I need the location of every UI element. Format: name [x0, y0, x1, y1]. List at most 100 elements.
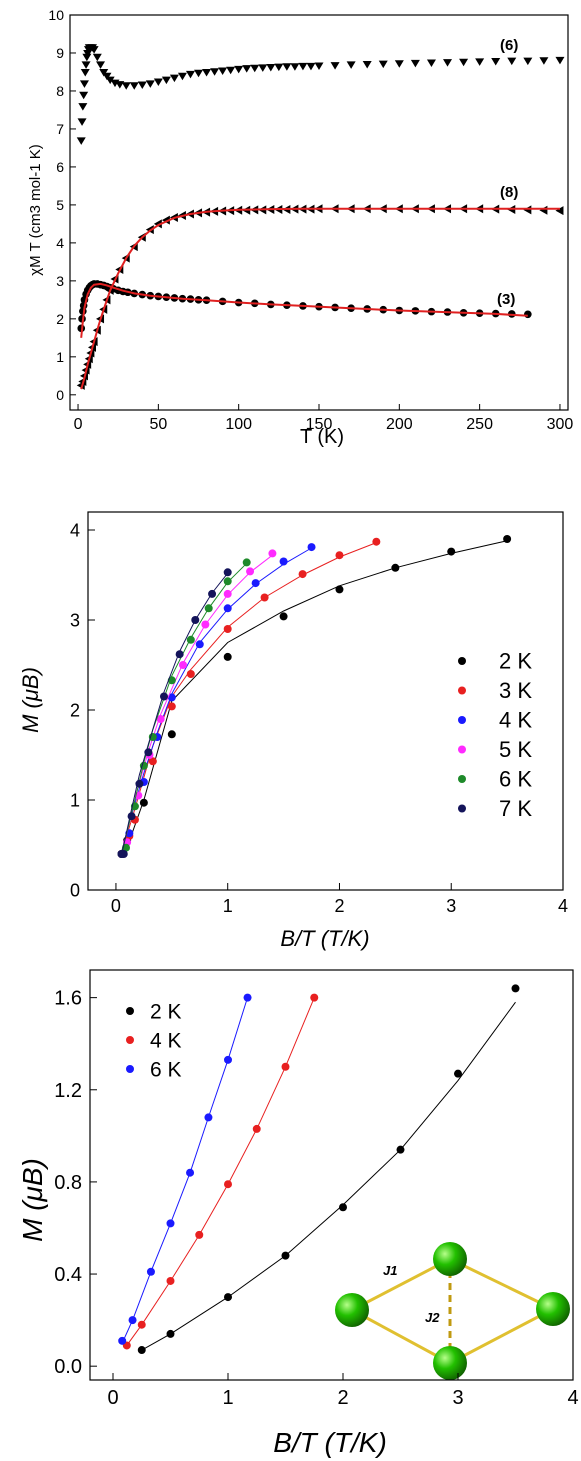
data-point	[279, 557, 288, 566]
data-point	[127, 812, 136, 821]
data-point	[243, 993, 252, 1002]
data-point	[282, 63, 292, 71]
data-point	[96, 61, 106, 69]
data-point	[523, 205, 532, 215]
chart2-xtick-label: 1	[223, 896, 233, 916]
fit-line	[121, 547, 312, 853]
fit-line	[141, 1001, 516, 1351]
data-point	[204, 604, 213, 613]
chart2-series-5	[117, 568, 232, 858]
data-point	[83, 49, 93, 58]
data-point	[195, 640, 204, 649]
data-point	[167, 693, 176, 702]
chart2-xtick-label: 4	[558, 896, 568, 916]
legend-label: 4 K	[150, 1029, 182, 1052]
data-point	[186, 635, 195, 644]
chart1-ytick-label: 9	[56, 45, 64, 61]
data-point	[378, 60, 388, 69]
chart2-ytick-label: 0	[70, 880, 80, 900]
chart1-frame	[69, 14, 569, 411]
data-point	[210, 68, 220, 76]
data-point	[202, 68, 212, 77]
chart3-frame	[89, 969, 574, 1381]
data-point	[252, 1124, 261, 1133]
data-point	[118, 1336, 127, 1345]
chart1-ytick-label: 6	[56, 159, 64, 175]
chart1-xtick-label: 150	[306, 416, 333, 433]
data-point	[298, 62, 308, 71]
chart1-xtick-label: 0	[74, 416, 83, 433]
chart1-ytick-label: 1	[56, 349, 64, 365]
legend-label: 3 K	[499, 678, 532, 703]
chart2-frame	[87, 511, 564, 891]
fit-line	[121, 554, 273, 853]
data-point	[454, 1069, 462, 1078]
data-point	[447, 547, 456, 556]
legend-marker	[458, 775, 466, 783]
data-point	[410, 59, 420, 68]
data-point	[156, 715, 165, 723]
data-point	[208, 589, 217, 598]
chart2-xtick-label: 0	[111, 896, 121, 916]
data-point	[246, 567, 255, 576]
chart1-xtick-label: 200	[386, 416, 413, 433]
data-point	[290, 63, 300, 71]
data-point	[175, 650, 184, 659]
data-point	[281, 1251, 290, 1260]
data-point	[372, 537, 381, 546]
chart3-ytick-label: 0.8	[54, 1172, 82, 1194]
data-point	[76, 137, 86, 145]
data-point	[167, 676, 176, 685]
data-point	[81, 61, 91, 69]
data-point	[161, 76, 171, 85]
data-point	[298, 570, 307, 579]
data-point	[201, 620, 210, 629]
data-point	[523, 57, 533, 66]
chart2-series-3	[117, 549, 277, 858]
chart2-ytick-label: 3	[70, 610, 80, 630]
data-point	[251, 579, 260, 588]
chart2-ytick-label: 2	[70, 700, 80, 720]
legend-label: 2 K	[499, 649, 532, 674]
chart1-ytick-label: 10	[48, 7, 64, 23]
data-point	[362, 60, 372, 69]
data-point	[179, 661, 187, 669]
chart2-series-0	[117, 535, 512, 858]
data-point	[335, 551, 344, 560]
data-point	[186, 670, 195, 678]
data-point	[119, 850, 128, 858]
data-point	[137, 1346, 146, 1355]
data-point	[250, 64, 260, 73]
chart1-series-0	[76, 44, 565, 145]
data-point	[137, 81, 147, 90]
data-point	[223, 604, 232, 613]
fit-line	[121, 572, 229, 855]
chart1-xtick-label: 300	[547, 416, 574, 433]
chart3-ytick-label: 1.2	[54, 1080, 82, 1102]
bond-lower-left	[351, 1308, 451, 1365]
data-point	[223, 568, 232, 577]
data-point	[223, 589, 232, 598]
data-point	[511, 984, 520, 993]
chart1-ytick-label: 8	[56, 83, 64, 99]
chart2-xtick-label: 2	[334, 896, 344, 916]
data-point	[82, 53, 92, 62]
atom-top	[433, 1242, 467, 1276]
data-point	[394, 60, 404, 68]
chart1-ytick-label: 5	[56, 197, 64, 213]
chart2-ylabel: M (μB)	[18, 667, 43, 733]
chart3-xtick-label: 1	[222, 1387, 233, 1409]
data-point	[169, 74, 179, 83]
bond-upper-right	[449, 1257, 554, 1311]
data-point	[258, 64, 268, 72]
data-point	[160, 692, 168, 701]
data-point	[80, 68, 90, 77]
series-8-label: (8)	[500, 184, 518, 201]
legend-marker	[458, 657, 466, 665]
data-point	[391, 563, 400, 572]
data-point	[330, 62, 340, 70]
data-point	[185, 70, 195, 79]
legend-label: 2 K	[150, 1000, 182, 1023]
data-point	[279, 612, 288, 621]
data-point	[339, 1203, 347, 1212]
